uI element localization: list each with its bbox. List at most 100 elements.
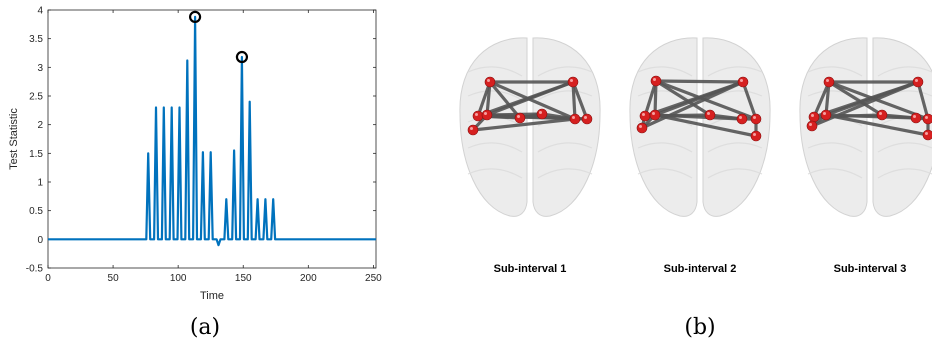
node-highlight bbox=[913, 115, 916, 118]
gyrus-line bbox=[877, 142, 932, 153]
network-edge bbox=[653, 113, 758, 138]
network-edge bbox=[741, 80, 758, 121]
node-highlight bbox=[653, 78, 656, 81]
y-tick-label-8: 3.5 bbox=[29, 34, 43, 45]
gyrus-line bbox=[637, 66, 693, 77]
network-node bbox=[639, 110, 651, 122]
y-tick-label-1: 0 bbox=[37, 235, 43, 246]
y-tick-label-0: -0.5 bbox=[26, 264, 44, 275]
node-highlight bbox=[517, 115, 520, 118]
gyrus-line bbox=[637, 168, 693, 179]
network-edge bbox=[571, 80, 577, 121]
right-hemisphere bbox=[532, 37, 601, 217]
node-highlight bbox=[740, 79, 743, 82]
network-edge bbox=[571, 80, 589, 121]
network-node bbox=[467, 124, 479, 136]
y-axis-label: Test Statistic bbox=[8, 108, 20, 170]
network-edge bbox=[640, 80, 745, 130]
x-tick-label-1: 50 bbox=[108, 273, 120, 284]
network-node bbox=[922, 113, 932, 125]
network-node bbox=[750, 113, 762, 125]
network-node bbox=[569, 113, 581, 125]
brain-view-2 bbox=[629, 37, 771, 217]
gyrus-line bbox=[467, 66, 523, 77]
node-highlight bbox=[487, 79, 490, 82]
gyrus-line bbox=[807, 90, 863, 101]
network-node bbox=[514, 112, 526, 124]
y-tick-label-2: 0.5 bbox=[29, 206, 43, 217]
gyrus-line bbox=[807, 168, 863, 179]
gyrus-line bbox=[467, 142, 523, 153]
brain-view-3 bbox=[799, 37, 932, 217]
y-tick-label-5: 2 bbox=[37, 120, 43, 131]
gyrus-line bbox=[807, 142, 863, 153]
network-node bbox=[922, 129, 932, 141]
network-node bbox=[808, 111, 820, 123]
y-tick-label-6: 2.5 bbox=[29, 92, 43, 103]
network-node bbox=[910, 112, 922, 124]
x-tick-label-4: 200 bbox=[300, 273, 317, 284]
brain-view-1 bbox=[459, 37, 601, 217]
network-node bbox=[704, 109, 716, 121]
network-node bbox=[636, 122, 648, 134]
network-edge bbox=[654, 79, 745, 84]
network-node bbox=[823, 76, 835, 88]
network-edge bbox=[485, 80, 492, 117]
node-highlight bbox=[753, 133, 756, 136]
network-edge bbox=[471, 117, 577, 132]
node-highlight bbox=[584, 116, 587, 119]
network-node bbox=[750, 130, 762, 142]
axis-ticks: 0 50 100 150 200 250-0.500.511.522.533.54 bbox=[26, 6, 382, 285]
gyrus-line bbox=[707, 142, 763, 153]
network-node bbox=[912, 76, 924, 88]
node-highlight bbox=[925, 132, 928, 135]
node-highlight bbox=[470, 127, 473, 130]
network-node bbox=[806, 120, 818, 132]
node-highlight bbox=[475, 113, 478, 116]
gyrus-line bbox=[537, 90, 593, 101]
node-highlight bbox=[809, 123, 812, 126]
x-tick-label-3: 150 bbox=[235, 273, 252, 284]
network-node bbox=[581, 113, 593, 125]
network-node bbox=[567, 76, 579, 88]
network-node bbox=[876, 109, 888, 121]
y-tick-label-4: 1.5 bbox=[29, 149, 43, 160]
node-highlight bbox=[484, 112, 487, 115]
x-axis-label: Time bbox=[200, 290, 224, 302]
brain-view-label-1: Sub-interval 1 bbox=[494, 263, 567, 275]
gyrus-line bbox=[467, 90, 523, 101]
network-edge bbox=[824, 80, 831, 117]
gyrus-line bbox=[707, 66, 763, 77]
network-edge bbox=[488, 80, 522, 120]
network-node bbox=[649, 109, 661, 121]
panel-a-label: (a) bbox=[190, 315, 220, 340]
brain-network-views bbox=[459, 37, 932, 217]
panel-b-label: (b) bbox=[684, 315, 715, 340]
node-highlight bbox=[570, 79, 573, 82]
brain-view-label-3: Sub-interval 3 bbox=[834, 263, 907, 275]
test-statistic-plot: 0 50 100 150 200 250-0.500.511.522.533.54 Tim… bbox=[8, 6, 382, 303]
node-highlight bbox=[925, 116, 928, 119]
network-node bbox=[737, 76, 749, 88]
network-edge bbox=[827, 80, 884, 117]
network-node bbox=[481, 109, 493, 121]
y-tick-label-9: 4 bbox=[37, 6, 43, 17]
network-edge bbox=[916, 80, 930, 121]
node-highlight bbox=[879, 112, 882, 115]
network-node bbox=[472, 110, 484, 122]
network-edge bbox=[643, 79, 658, 118]
network-edge bbox=[654, 79, 712, 117]
network-node bbox=[484, 76, 496, 88]
network-node bbox=[736, 113, 748, 125]
network-edge bbox=[880, 113, 918, 120]
node-highlight bbox=[639, 125, 642, 128]
gyrus-line bbox=[637, 142, 693, 153]
node-highlight bbox=[572, 116, 575, 119]
brain-view-label-2: Sub-interval 2 bbox=[664, 263, 737, 275]
node-highlight bbox=[652, 112, 655, 115]
network-edge bbox=[812, 80, 831, 119]
series-test-statistic bbox=[48, 15, 376, 247]
gyrus-line bbox=[467, 168, 523, 179]
node-highlight bbox=[823, 112, 826, 115]
